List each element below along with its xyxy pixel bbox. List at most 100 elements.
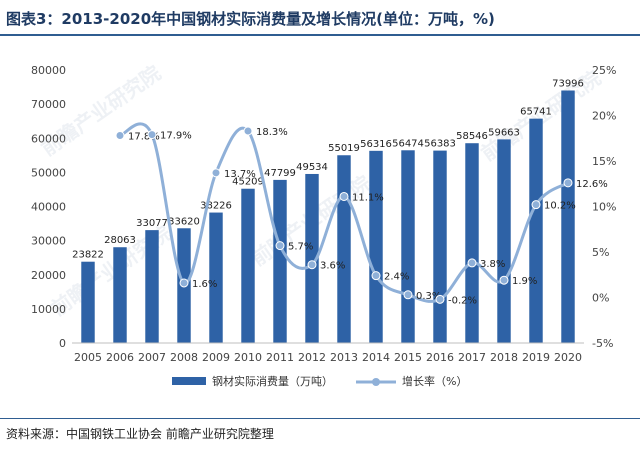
legend-label-bar: 钢材实际消费量（万吨） (212, 374, 333, 388)
x-tick-label: 2016 (426, 351, 454, 364)
line-value-label: 5.7% (288, 242, 313, 253)
bar-value-label: 56316 (360, 139, 392, 150)
y-right-tick-label: 10% (592, 201, 616, 214)
line-point (115, 131, 125, 141)
bar-value-label: 23822 (72, 250, 104, 261)
bar (369, 150, 383, 343)
y-left-tick-label: 50000 (31, 166, 66, 179)
bar-value-label: 33620 (168, 216, 200, 227)
line-value-label: 2.4% (384, 272, 409, 283)
line-point (307, 260, 317, 270)
footer-divider (0, 418, 640, 419)
bar-value-label: 28063 (104, 235, 136, 246)
x-tick-label: 2011 (266, 351, 294, 364)
bar-value-label: 56474 (392, 138, 424, 149)
line-value-label: 11.1% (352, 192, 384, 203)
bar (145, 230, 159, 343)
bar-value-label: 56383 (424, 139, 456, 150)
y-right-tick-label: 15% (592, 155, 616, 168)
y-left-tick-label: 30000 (31, 235, 66, 248)
x-tick-label: 2017 (458, 351, 486, 364)
y-left-tick-label: 20000 (31, 269, 66, 282)
line-value-label: -0.2% (448, 295, 477, 306)
axes: 0 10000 20000 30000 40000 50000 60000 70000 8000… (31, 64, 616, 364)
line-point (499, 275, 509, 285)
title-divider (0, 34, 640, 36)
bar-value-label: 58546 (456, 131, 488, 142)
bar-value-label: 73996 (552, 78, 584, 89)
bar (241, 188, 255, 343)
x-tick-label: 2014 (362, 351, 390, 364)
y-left-tick-label: 0 (59, 337, 66, 350)
y-right-tick-label: -5% (592, 337, 613, 350)
line-point (275, 241, 285, 251)
y-left-tick-label: 70000 (31, 98, 66, 111)
bar (433, 150, 447, 343)
line-point (435, 294, 445, 304)
line-value-label: 10.2% (544, 201, 576, 212)
line-series: 17.8% 17.9% 1.6% 13.7% 18.3% 5.7% 3.6% 11.1% 2.4… (115, 122, 608, 306)
bar (529, 118, 543, 343)
bar (337, 155, 351, 343)
x-tick-label: 2020 (554, 351, 582, 364)
bar (81, 261, 95, 343)
line-point (563, 178, 573, 188)
bar (273, 179, 287, 343)
line-value-label: 17.9% (160, 131, 192, 142)
line-value-label: 3.8% (480, 259, 505, 270)
bar (497, 139, 511, 343)
bar (465, 143, 479, 343)
line-value-label: 1.6% (192, 279, 217, 290)
x-tick-label: 2005 (74, 351, 102, 364)
y-right-tick-label: 25% (592, 64, 616, 77)
line-point (243, 126, 253, 136)
line-value-label: 17.8% (128, 132, 160, 143)
bar-value-label: 47799 (264, 168, 296, 179)
y-right-tick-label: 5% (592, 246, 609, 259)
bar (401, 150, 415, 343)
line-point (403, 290, 413, 300)
line-value-label: 0.3% (416, 291, 441, 302)
x-tick-label: 2015 (394, 351, 422, 364)
line-value-label: 1.9% (512, 276, 537, 287)
chart-title: 图表3：2013-2020年中国钢材实际消费量及增长情况(单位：万吨，%) (6, 10, 495, 28)
line-value-label: 3.6% (320, 261, 345, 272)
line-value-label: 12.6% (576, 179, 608, 190)
x-tick-label: 2013 (330, 351, 358, 364)
line-point (147, 130, 157, 140)
y-left-tick-label: 40000 (31, 201, 66, 214)
x-tick-label: 2012 (298, 351, 326, 364)
bar-value-label: 65741 (520, 107, 552, 118)
bar (209, 212, 223, 343)
line-point (371, 271, 381, 281)
bar (561, 90, 575, 343)
line-value-label: 13.7% (224, 169, 256, 180)
bar-value-label: 38226 (200, 201, 232, 212)
line-point (211, 168, 221, 178)
bar-value-label: 49534 (296, 162, 328, 173)
x-tick-label: 2008 (170, 351, 198, 364)
x-tick-label: 2010 (234, 351, 262, 364)
x-tick-label: 2006 (106, 351, 134, 364)
y-left-tick-label: 60000 (31, 132, 66, 145)
bar (305, 173, 319, 343)
line-point (531, 200, 541, 210)
y-left-tick-label: 80000 (31, 64, 66, 77)
y-left-tick-label: 10000 (31, 303, 66, 316)
legend-label-line: 增长率（%） (402, 374, 467, 388)
x-tick-label: 2007 (138, 351, 166, 364)
source-note: 资料来源：中国钢铁工业协会 前瞻产业研究院整理 (6, 427, 274, 441)
legend: 钢材实际消费量（万吨） 增长率（%） (172, 374, 467, 388)
x-tick-label: 2018 (490, 351, 518, 364)
x-tick-label: 2019 (522, 351, 550, 364)
y-right-tick-label: 20% (592, 110, 616, 123)
bar (113, 247, 127, 343)
line-point (467, 258, 477, 268)
bar-value-label: 55019 (328, 143, 360, 154)
x-tick-label: 2009 (202, 351, 230, 364)
bar-value-label: 45209 (232, 177, 264, 188)
bar-value-label: 59663 (488, 127, 520, 138)
bar-value-label: 33077 (136, 218, 168, 229)
